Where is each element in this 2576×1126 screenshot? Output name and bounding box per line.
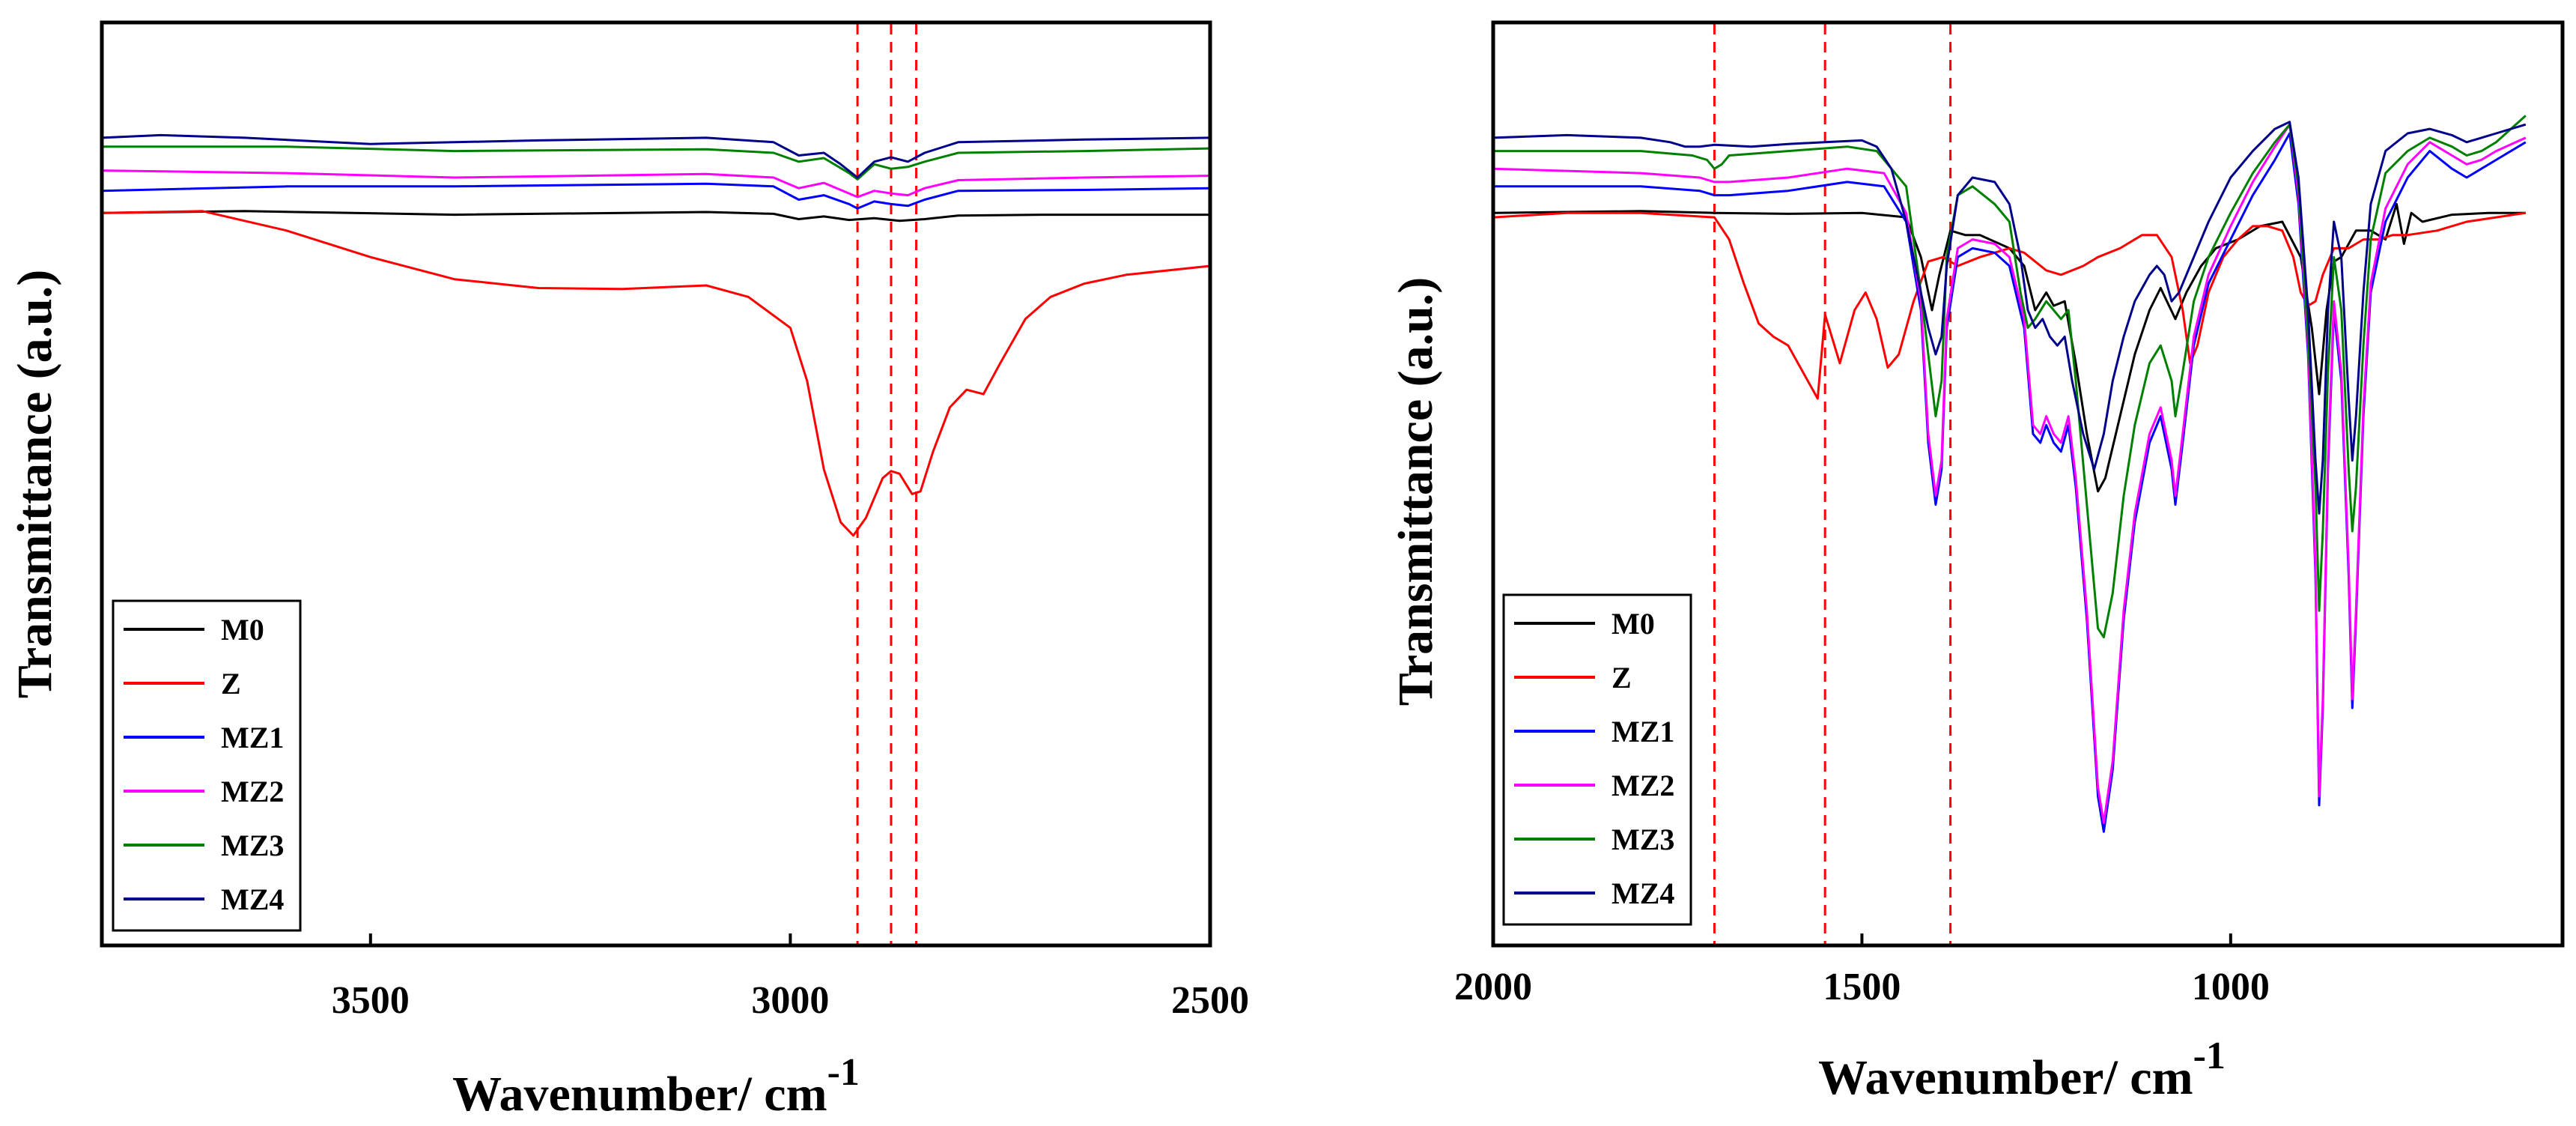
chart-right: 2000 1500 1000 Wavenumber/ cm-1 Transmitta… [1388, 20, 2565, 1105]
plot-frame-right [1491, 20, 2565, 948]
chart-left: 3500 3000 2500 Wavenumber/ cm-1 Transmitta… [7, 20, 1249, 1122]
series-mz4 [101, 133, 1211, 179]
series-mz3 [102, 145, 1211, 181]
legend-label-m0: M0 [221, 613, 264, 647]
legend-label-mz2: MZ2 [221, 775, 284, 808]
y-axis-label-right: Transmittance (a.u.) [1388, 277, 1443, 706]
series-m0 [1492, 202, 2526, 493]
x-tick-label-2000: 2000 [1454, 966, 1532, 1008]
legend-label-m0: M0 [1611, 607, 1655, 641]
legend-box [112, 599, 302, 932]
x-tick-label-3000: 3000 [751, 979, 829, 1022]
legend-box [1502, 593, 1692, 926]
legend-label-mz1: MZ1 [1611, 715, 1674, 748]
series-mz3 [1493, 115, 2527, 639]
y-axis-label-left: Transmittance (a.u.) [7, 270, 62, 699]
plot-frame-left [100, 20, 1212, 948]
series-z [101, 210, 1211, 537]
legend-label-mz1: MZ1 [221, 721, 284, 754]
x-tick-label-1500: 1500 [1823, 966, 1901, 1008]
legend-label-z: Z [1611, 661, 1632, 694]
series-m0 [101, 210, 1210, 223]
series-z [1492, 211, 2527, 400]
legend-label-mz2: MZ2 [1611, 769, 1674, 802]
series-mz2 [1492, 123, 2527, 824]
legend-label-mz3: MZ3 [1611, 823, 1674, 856]
x-tick-label-2500: 2500 [1171, 979, 1249, 1022]
legend-label-z: Z [221, 667, 241, 700]
x-axis-label-right: Wavenumber/ cm-1 [1818, 1035, 2226, 1105]
legend-label-mz4: MZ4 [1611, 877, 1674, 910]
x-tick-label-1000: 1000 [2192, 966, 2270, 1008]
series-mz4 [1492, 121, 2527, 515]
x-tick-label-3500: 3500 [332, 979, 410, 1022]
series-mz2 [101, 169, 1211, 199]
legend-right: M0 Z MZ1 MZ2 MZ3 MZ4 [1502, 593, 1692, 926]
legend-left: M0 Z MZ1 MZ2 MZ3 MZ4 [112, 599, 302, 932]
x-axis-label-left: Wavenumber/ cm-1 [452, 1051, 860, 1122]
legend-label-mz4: MZ4 [221, 883, 284, 916]
legend-label-mz3: MZ3 [221, 829, 284, 862]
series-mz1 [101, 182, 1211, 210]
